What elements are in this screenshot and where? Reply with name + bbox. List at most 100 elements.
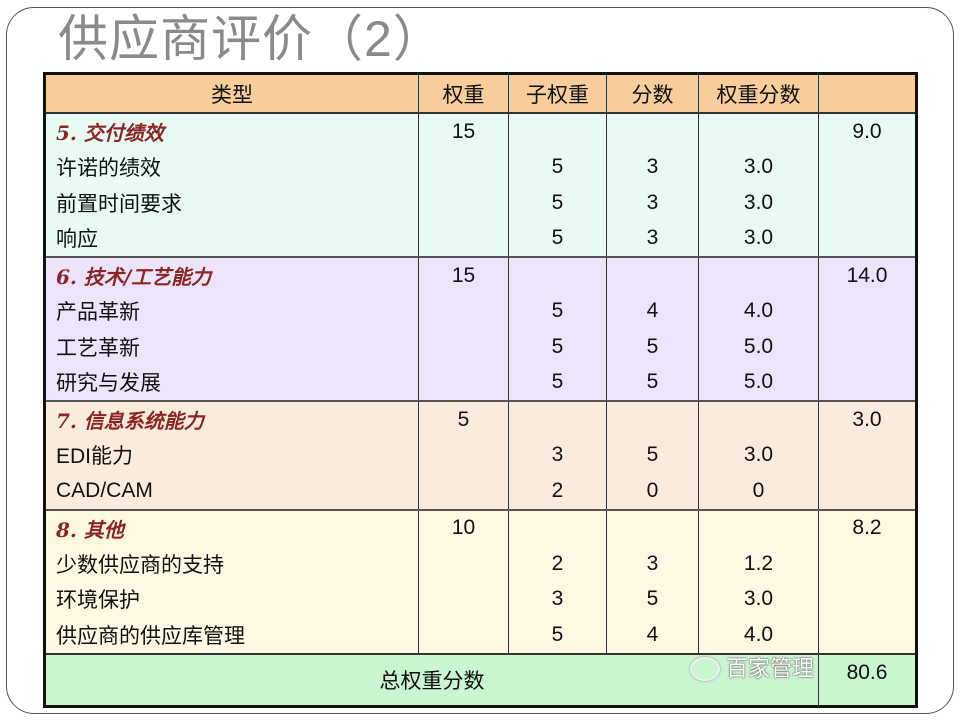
item-weighted-score: 3.0 — [698, 581, 819, 617]
empty-cell — [818, 293, 917, 329]
empty-cell — [418, 437, 509, 473]
empty-cell — [818, 329, 917, 365]
item-sub-weight: 2 — [508, 546, 607, 582]
table-row: 环境保护 3 5 3.0 — [44, 581, 917, 617]
section-weight: 15 — [418, 112, 509, 150]
header-row: 类型 权重 子权重 分数 权重分数 — [44, 73, 917, 114]
section-title-cell: 6. 技术/工艺能力 — [44, 256, 419, 294]
empty-cell — [418, 617, 509, 654]
empty-cell — [508, 256, 607, 294]
item-weighted-score: 3.0 — [698, 220, 819, 257]
section-header-row: 6. 技术/工艺能力 15 14.0 — [44, 256, 917, 294]
total-row: 总权重分数 80.6 — [44, 652, 917, 706]
empty-cell — [418, 329, 509, 365]
item-weighted-score: 5.0 — [698, 329, 819, 365]
section-weight: 5 — [418, 400, 509, 438]
item-name: 响应 — [44, 220, 419, 257]
item-sub-weight: 5 — [508, 617, 607, 654]
item-weighted-score: 5.0 — [698, 364, 819, 401]
empty-cell — [698, 256, 819, 294]
item-score: 0 — [606, 473, 699, 510]
item-name: CAD/CAM — [44, 473, 419, 510]
section-title: 7. 信息系统能力 — [56, 409, 204, 434]
table-row: 许诺的绩效 5 3 3.0 — [44, 149, 917, 185]
section-title: 6. 技术/工艺能力 — [56, 265, 212, 290]
item-score: 4 — [606, 293, 699, 329]
item-weighted-score: 4.0 — [698, 293, 819, 329]
header-total — [818, 73, 917, 114]
item-weighted-score: 3.0 — [698, 185, 819, 221]
empty-cell — [606, 112, 699, 150]
item-sub-weight: 5 — [508, 329, 607, 365]
total-label: 总权重分数 — [44, 652, 819, 706]
header-score: 分数 — [606, 73, 699, 114]
table-row: CAD/CAM 2 0 0 — [44, 473, 917, 510]
wechat-icon — [690, 657, 720, 681]
section-header-row: 8. 其他 10 8.2 — [44, 508, 917, 546]
header-weight: 权重 — [418, 73, 509, 114]
empty-cell — [418, 149, 509, 185]
item-weighted-score: 0 — [698, 473, 819, 510]
item-score: 3 — [606, 149, 699, 185]
empty-cell — [418, 185, 509, 221]
empty-cell — [418, 546, 509, 582]
empty-cell — [508, 112, 607, 150]
table-row: 前置时间要求 5 3 3.0 — [44, 185, 917, 221]
empty-cell — [508, 508, 607, 546]
section-title: 5. 交付绩效 — [56, 121, 164, 146]
table-row: 工艺革新 5 5 5.0 — [44, 329, 917, 365]
item-name: 研究与发展 — [44, 364, 419, 401]
section-total: 3.0 — [818, 400, 917, 438]
empty-cell — [698, 112, 819, 150]
item-sub-weight: 2 — [508, 473, 607, 510]
section-total: 9.0 — [818, 112, 917, 150]
item-weighted-score: 1.2 — [698, 546, 819, 582]
watermark: 百家管理 — [690, 656, 814, 682]
empty-cell — [818, 364, 917, 401]
item-sub-weight: 5 — [508, 293, 607, 329]
item-name: 工艺革新 — [44, 329, 419, 365]
empty-cell — [818, 149, 917, 185]
watermark-text: 百家管理 — [726, 656, 815, 681]
item-sub-weight: 5 — [508, 149, 607, 185]
table-row: 供应商的供应库管理 5 4 4.0 — [44, 617, 917, 654]
empty-cell — [818, 437, 917, 473]
item-score: 5 — [606, 329, 699, 365]
table-row: EDI能力 3 5 3.0 — [44, 437, 917, 473]
empty-cell — [606, 508, 699, 546]
item-score: 4 — [606, 617, 699, 654]
item-score: 3 — [606, 220, 699, 257]
item-score: 5 — [606, 581, 699, 617]
item-score: 3 — [606, 185, 699, 221]
item-weighted-score: 3.0 — [698, 437, 819, 473]
empty-cell — [418, 473, 509, 510]
section-title-cell: 7. 信息系统能力 — [44, 400, 419, 438]
item-sub-weight: 5 — [508, 364, 607, 401]
empty-cell — [818, 185, 917, 221]
empty-cell — [698, 400, 819, 438]
empty-cell — [418, 364, 509, 401]
item-weighted-score: 3.0 — [698, 149, 819, 185]
page-title: 供应商评价（2） — [58, 11, 444, 67]
table-row: 研究与发展 5 5 5.0 — [44, 364, 917, 401]
header-weighted-score: 权重分数 — [698, 73, 819, 114]
item-name: 前置时间要求 — [44, 185, 419, 221]
section-total: 14.0 — [818, 256, 917, 294]
section-header-row: 5. 交付绩效 15 9.0 — [44, 112, 917, 150]
item-sub-weight: 5 — [508, 220, 607, 257]
item-sub-weight: 3 — [508, 437, 607, 473]
empty-cell — [418, 220, 509, 257]
item-weighted-score: 4.0 — [698, 617, 819, 654]
header-sub-weight: 子权重 — [508, 73, 607, 114]
section-title-cell: 8. 其他 — [44, 508, 419, 546]
empty-cell — [818, 473, 917, 510]
empty-cell — [418, 293, 509, 329]
item-name: 少数供应商的支持 — [44, 546, 419, 582]
section-title: 8. 其他 — [56, 517, 124, 542]
table-row: 响应 5 3 3.0 — [44, 220, 917, 257]
item-score: 5 — [606, 364, 699, 401]
section-header-row: 7. 信息系统能力 5 3.0 — [44, 400, 917, 438]
section-weight: 10 — [418, 508, 509, 546]
empty-cell — [508, 400, 607, 438]
item-sub-weight: 5 — [508, 185, 607, 221]
